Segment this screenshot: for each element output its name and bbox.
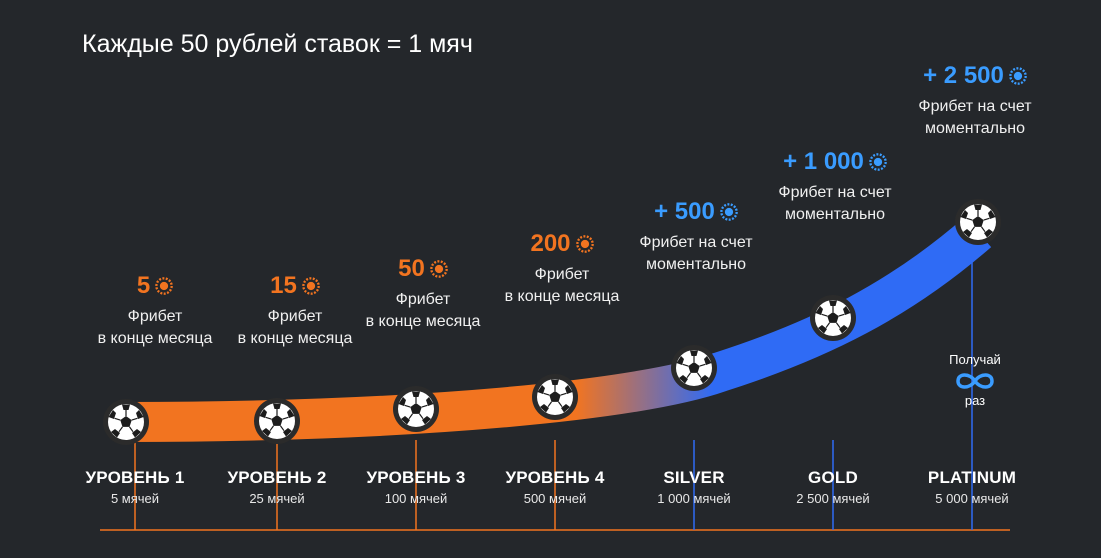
reward-amount: 5 — [75, 272, 235, 300]
page-title: Каждые 50 рублей ставок = 1 мяч — [82, 30, 473, 58]
level-4: УРОВЕНЬ 4 500 мячей — [485, 468, 625, 506]
reward-2: 15 Фрибет в конце месяца — [215, 272, 375, 350]
reward-description: Фрибет в конце месяца — [75, 306, 235, 350]
reward-description: Фрибет на счет моментально — [895, 96, 1055, 140]
reward-6: + 1 000 Фрибет на счет моментально — [755, 148, 915, 226]
reward-5: + 500 Фрибет на счет моментально — [616, 198, 776, 276]
reward-desc-line1: Фрибет — [267, 308, 323, 325]
level-balls: 5 мячей — [110, 491, 160, 506]
orange-coin-icon — [430, 260, 448, 278]
reward-description: Фрибет на счет моментально — [616, 232, 776, 276]
reward-amount: 15 — [215, 272, 375, 300]
level-balls: 100 мячей — [384, 491, 448, 506]
soccer-ball-icon — [955, 199, 1001, 245]
soccer-ball-icon — [254, 398, 300, 444]
soccer-ball-icon — [671, 345, 717, 391]
reward-amount-text: 200 — [530, 230, 571, 257]
reward-description: Фрибет на счет моментально — [755, 182, 915, 226]
reward-amount-text: 5 — [136, 272, 151, 299]
soccer-ball-icon — [532, 374, 578, 420]
infinity-icon — [956, 373, 994, 389]
reward-amount-text: + 500 — [654, 198, 715, 225]
reward-desc-line2: в конце месяца — [237, 330, 353, 347]
level-name: PLATINUM — [927, 468, 1017, 487]
reward-desc-line1: Фрибет на счет — [778, 184, 892, 201]
reward-desc-line1: Фрибет на счет — [918, 98, 1032, 115]
blue-coin-icon — [720, 203, 738, 221]
reward-4: 200 Фрибет в конце месяца — [482, 230, 642, 308]
reward-description: Фрибет в конце месяца — [215, 306, 375, 350]
reward-amount-text: + 1 000 — [783, 148, 864, 175]
reward-amount-text: + 2 500 — [923, 62, 1004, 89]
blue-coin-icon — [1009, 67, 1027, 85]
reward-amount: + 2 500 — [895, 62, 1055, 90]
level-name: GOLD — [808, 468, 858, 487]
level-2: УРОВЕНЬ 2 25 мячей — [207, 468, 347, 506]
reward-amount: + 1 000 — [755, 148, 915, 176]
reward-desc-line1: Фрибет на счет — [639, 234, 753, 251]
reward-desc-line1: Фрибет — [127, 308, 183, 325]
reward-amount: 200 — [482, 230, 642, 258]
reward-amount-text: 15 — [270, 272, 297, 299]
reward-desc-line2: в конце месяца — [365, 313, 481, 330]
level-name: УРОВЕНЬ 4 — [505, 468, 605, 487]
infinity-note: Получай раз — [920, 352, 1030, 408]
orange-coin-icon — [155, 277, 173, 295]
level-name: УРОВЕНЬ 2 — [227, 468, 327, 487]
blue-coin-icon — [869, 153, 887, 171]
level-balls: 500 мячей — [523, 491, 587, 506]
reward-description: Фрибет в конце месяца — [343, 289, 503, 333]
reward-amount-text: 50 — [398, 255, 425, 282]
reward-desc-line2: в конце месяца — [97, 330, 213, 347]
reward-desc-line1: Фрибет — [534, 266, 590, 283]
reward-amount: + 500 — [616, 198, 776, 226]
reward-desc-line2: моментально — [645, 256, 747, 273]
level-balls: 5 000 мячей — [935, 491, 1009, 506]
reward-amount: 50 — [343, 255, 503, 283]
orange-coin-icon — [575, 235, 594, 253]
level-1: УРОВЕНЬ 1 5 мячей — [65, 468, 205, 506]
reward-desc-line1: Фрибет — [395, 291, 451, 308]
infinity-text-bottom: раз — [964, 393, 986, 408]
level-6: GOLD 2 500 мячей — [763, 468, 903, 506]
reward-7: + 2 500 Фрибет на счет моментально — [895, 62, 1055, 140]
reward-desc-line2: моментально — [924, 120, 1026, 137]
orange-coin-icon — [302, 277, 320, 295]
soccer-ball-icon — [103, 399, 149, 445]
level-name: УРОВЕНЬ 1 — [85, 468, 185, 487]
infinity-text-top: Получай — [949, 352, 1001, 367]
level-3: УРОВЕНЬ 3 100 мячей — [346, 468, 486, 506]
level-7: PLATINUM 5 000 мячей — [902, 468, 1042, 506]
level-name: УРОВЕНЬ 3 — [366, 468, 466, 487]
reward-desc-line2: в конце месяца — [504, 288, 620, 305]
soccer-ball-icon — [393, 386, 439, 432]
level-balls: 1 000 мячей — [657, 491, 731, 506]
reward-description: Фрибет в конце месяца — [482, 264, 642, 308]
reward-desc-line2: моментально — [784, 206, 886, 223]
level-balls: 25 мячей — [249, 491, 305, 506]
level-balls: 2 500 мячей — [796, 491, 870, 506]
reward-3: 50 Фрибет в конце месяца — [343, 255, 503, 333]
level-5: SILVER 1 000 мячей — [624, 468, 764, 506]
soccer-ball-icon — [810, 295, 856, 341]
level-name: SILVER — [663, 468, 725, 487]
reward-1: 5 Фрибет в конце месяца — [75, 272, 235, 350]
